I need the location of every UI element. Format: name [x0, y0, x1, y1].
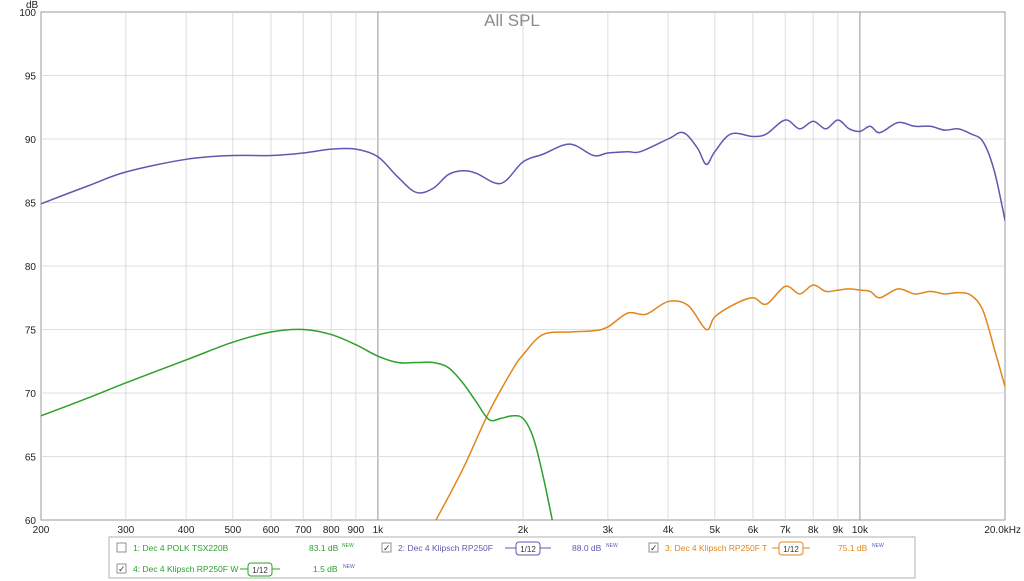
legend-label-1: 1: Dec 4 POLK TSX220B — [133, 543, 229, 553]
x-tick-label: 7k — [780, 525, 792, 536]
legend-checkbox-4[interactable] — [116, 563, 127, 574]
x-tick-label: 200 — [33, 525, 50, 536]
x-tick-label: 10k — [852, 525, 869, 536]
grid — [41, 12, 1005, 520]
y-tick-label: 60 — [25, 516, 37, 527]
legend-new-2: NEW — [606, 543, 618, 549]
check-icon: ✓ — [650, 543, 658, 553]
x-tick-label: 3k — [603, 525, 615, 536]
legend-level-3: 75.1 dB — [838, 543, 868, 553]
x-tick-label: 500 — [224, 525, 241, 536]
y-tick-label: 85 — [25, 199, 37, 210]
legend-level-1: 83.1 dB — [309, 543, 339, 553]
legend-new-4: NEW — [343, 564, 355, 570]
check-icon: ✓ — [383, 543, 391, 553]
series-line-4 — [41, 328, 554, 520]
y-tick-label: 70 — [25, 389, 37, 400]
legend-entry-4[interactable]: ✓ 4: Dec 4 Klipsch RP250F W 1/12 1.5 dB … — [116, 562, 355, 577]
x-tick-label: 900 — [348, 525, 365, 536]
y-tick-label: 100 — [19, 8, 36, 19]
legend-entry-2[interactable]: ✓ 2: Dec 4 Klipsch RP250F 1/12 88.0 dB N… — [381, 541, 618, 556]
legend-label-2: 2: Dec 4 Klipsch RP250F — [398, 543, 493, 553]
y-tick-labels: 60 65 70 75 80 85 90 95 100 — [19, 8, 36, 527]
y-axis-label: dB — [26, 0, 39, 11]
x-tick-label: 2k — [518, 525, 530, 536]
y-tick-label: 80 — [25, 262, 37, 273]
legend-checkbox-1[interactable] — [116, 542, 127, 553]
legend-new-3: NEW — [872, 543, 884, 549]
legend-checkbox-2[interactable] — [381, 542, 392, 553]
series-line-3 — [435, 284, 1005, 520]
check-icon: ✓ — [118, 564, 126, 574]
legend-new-1: NEW — [342, 543, 354, 549]
x-tick-label: 9k — [833, 525, 845, 536]
x-tick-label: 4k — [663, 525, 675, 536]
legend-entry-1[interactable]: 1: Dec 4 POLK TSX220B 83.1 dB NEW — [116, 542, 354, 553]
x-tick-label: 5k — [710, 525, 722, 536]
x-tick-label: 8k — [808, 525, 820, 536]
x-tick-label: 20.0kHz — [984, 525, 1021, 536]
y-tick-label: 95 — [25, 72, 37, 83]
legend-checkbox-3[interactable] — [648, 542, 659, 553]
x-tick-label: 6k — [748, 525, 760, 536]
x-tick-label: 300 — [118, 525, 135, 536]
x-tick-label: 600 — [263, 525, 280, 536]
legend-smoothing-label-4: 1/12 — [252, 566, 268, 575]
legend-level-2: 88.0 dB — [572, 543, 602, 553]
series-line-2 — [41, 119, 1005, 222]
legend-label-4: 4: Dec 4 Klipsch RP250F W — [133, 564, 238, 574]
legend-label-3: 3: Dec 4 Klipsch RP250F T — [665, 543, 767, 553]
y-tick-label: 75 — [25, 326, 37, 337]
y-tick-label: 65 — [25, 453, 37, 464]
legend-smoothing-label-2: 1/12 — [520, 545, 536, 554]
x-tick-label: 800 — [323, 525, 340, 536]
legend-level-4: 1.5 dB — [313, 564, 338, 574]
x-tick-label: 1k — [373, 525, 385, 536]
x-tick-label: 400 — [178, 525, 195, 536]
series-lines — [41, 119, 1005, 520]
legend: 1: Dec 4 POLK TSX220B 83.1 dB NEW ✓ 2: D… — [108, 536, 916, 579]
x-tick-labels: 200 300 400 500 600 700 800 900 1k 2k 3k 4k 5k 6k 7k 8k… — [33, 525, 1021, 536]
legend-smoothing-label-3: 1/12 — [783, 545, 799, 554]
chart-title: All SPL — [484, 11, 540, 30]
legend-entry-3[interactable]: ✓ 3: Dec 4 Klipsch RP250F T 1/12 75.1 dB… — [648, 541, 884, 556]
x-tick-label: 700 — [295, 525, 312, 536]
y-tick-label: 90 — [25, 135, 37, 146]
